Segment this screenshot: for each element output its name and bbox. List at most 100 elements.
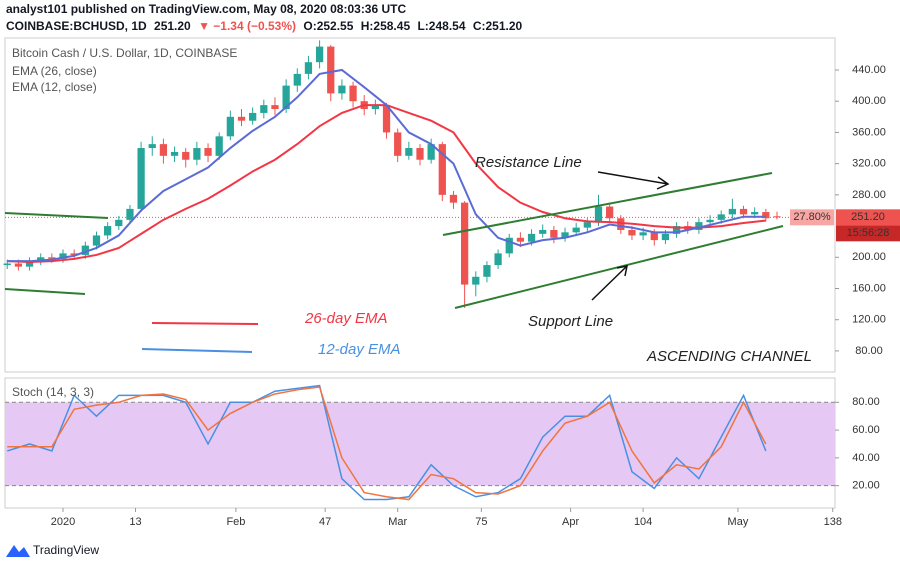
candle-body [338, 85, 346, 94]
y-tick-label: 80.00 [855, 345, 883, 357]
countdown: 15:56:28 [847, 227, 890, 239]
legend-line [141, 348, 253, 353]
candle-body [249, 112, 257, 121]
candle-body [561, 232, 569, 238]
candle-body [639, 232, 647, 236]
high: H:258.45 [361, 19, 411, 33]
candle-body [706, 219, 714, 223]
change-label: 27.80% [793, 211, 831, 223]
candle-body [728, 208, 736, 215]
candle-body [416, 148, 424, 160]
candle-body [81, 245, 89, 255]
arrow [591, 265, 628, 301]
resistance-line [442, 172, 773, 236]
candle-body [460, 202, 469, 285]
candle-body [271, 105, 279, 110]
price-box [836, 209, 900, 226]
candle-body [483, 265, 491, 277]
annotation: 26-day EMA [304, 310, 388, 327]
x-tick-label: 138 [824, 516, 842, 528]
candle-body [539, 229, 547, 234]
candle-body [527, 233, 536, 242]
close: C:251.20 [473, 19, 523, 33]
candle-body [405, 148, 413, 156]
stoch-line [7, 384, 767, 501]
candle-body [59, 253, 67, 259]
candle-body [25, 261, 34, 267]
candle-body [382, 105, 391, 133]
trendline [4, 288, 86, 295]
candle-body [315, 46, 324, 63]
y-tick-label: 360.00 [852, 126, 886, 138]
y-tick-label: 120.00 [852, 314, 886, 326]
candle-body [371, 105, 380, 110]
y-tick-label: 160.00 [852, 282, 886, 294]
x-tick-label: Feb [226, 516, 245, 528]
candle-body [606, 206, 614, 219]
candle-body [505, 237, 513, 254]
candle-body [182, 151, 190, 160]
trendline [4, 212, 109, 219]
annotation: ASCENDING CHANNEL [646, 348, 812, 365]
x-tick-label: May [728, 516, 749, 528]
x-tick-label: 104 [634, 516, 652, 528]
y-tick-label: 320.00 [852, 158, 886, 170]
annotation: Resistance Line [475, 154, 582, 171]
candle-body [148, 144, 156, 149]
footer-logo: TradingView [6, 543, 99, 557]
candle-body [70, 253, 78, 255]
y-tick-label: 40.00 [852, 452, 880, 464]
candle-body [349, 85, 357, 102]
candle-body [115, 219, 123, 227]
candle-body [717, 214, 725, 220]
candle-body [48, 257, 56, 259]
candle-body [617, 218, 625, 230]
x-tick-label: Mar [388, 516, 407, 528]
candle-body [104, 226, 112, 236]
candle-body [751, 212, 759, 215]
y-tick-label: 80.00 [852, 396, 880, 408]
x-tick-label: 75 [475, 516, 487, 528]
annotation: 12-day EMA [318, 341, 401, 358]
candle-body [739, 208, 748, 215]
footer: TradingView [33, 543, 99, 557]
last: 251.20 [154, 19, 191, 33]
candle-body [193, 148, 201, 160]
legend-line [151, 322, 259, 325]
candle-body [449, 194, 458, 203]
y-tick-label: 60.00 [852, 424, 880, 436]
y-tick-label: 20.00 [852, 480, 880, 492]
x-tick-label: 2020 [51, 516, 75, 528]
last-price-label: 251.20 [851, 211, 885, 223]
candle-body [550, 229, 558, 238]
candle-body [516, 237, 525, 242]
candle-body [3, 263, 11, 266]
candle-body [494, 253, 502, 266]
annotation: Support Line [528, 313, 613, 330]
candle-body [304, 62, 313, 74]
publisher: analyst101 published on TradingView.com,… [6, 2, 406, 16]
countdown-box [836, 225, 900, 242]
x-tick-label: Apr [562, 516, 579, 528]
legend-entry: EMA (26, close) [12, 64, 97, 78]
candle-body [37, 257, 45, 262]
candle-body [204, 148, 212, 156]
candle-body [672, 226, 681, 234]
pane-title: Stoch (14, 3, 3) [12, 385, 94, 399]
candle-body [237, 116, 246, 121]
candle-body [695, 222, 703, 230]
candle-body [137, 148, 145, 209]
candle-body [661, 233, 670, 241]
y-tick-label: 440.00 [852, 64, 886, 76]
ema-line [7, 68, 766, 263]
candle-body [293, 73, 301, 86]
candle-body [594, 206, 603, 223]
logo-icon [6, 545, 30, 557]
candle-body [159, 144, 168, 156]
symbol: COINBASE:BCHUSD, 1D [6, 19, 147, 33]
arrows [591, 171, 670, 301]
candle-body [260, 105, 268, 113]
change-box [790, 209, 834, 226]
candle-body [773, 216, 781, 218]
band [5, 402, 835, 486]
